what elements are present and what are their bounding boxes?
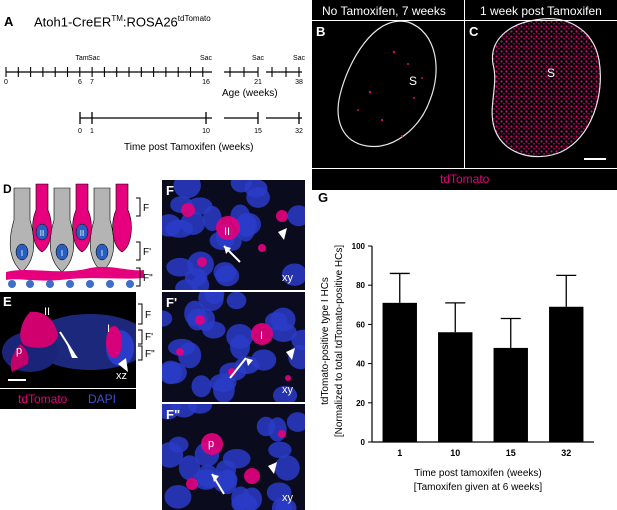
g-ytick-label: 20 [356,399,365,408]
e-legend-dapi: DAPI [88,392,117,406]
post-tick-1: 1 [90,128,94,135]
panel-b-title: No Tamoxifen, 7 weeks [322,4,446,18]
d-cell-i-3: I [101,249,103,258]
f1-cell-label: II [224,226,231,238]
panel-b-image [312,0,464,168]
genotype-base: Atoh1-CreER [34,14,112,30]
sac-label-1: Sac [88,55,101,62]
scale-bar-c [584,158,606,160]
g-xlabel-2: [Tamoxifen given at 6 weeks] [414,482,543,493]
e-legend-tdtomato: tdTomato [18,392,68,406]
genotype-label: Atoh1-CreERTM:ROSA26tdTomato [34,14,211,29]
age-ticks [5,67,300,77]
g-bar [493,347,528,442]
genotype-mid: :ROSA26 [122,14,178,30]
age-tick-16: 16 [202,79,210,86]
f3-plane-label: xy [282,492,293,504]
post-tick-32: 32 [295,128,303,135]
d-cell-i-2: I [61,249,63,258]
g-category-label: 32 [561,448,571,458]
genotype-sup-tm: TM [111,14,123,23]
g-ytick-label: 80 [356,281,365,290]
panel-a-label: A [4,14,14,29]
d-level-f1: F' [143,247,151,258]
utricle-outline-c [491,18,601,158]
g-ytick-label: 100 [352,242,366,251]
post-axis-label: Time post Tamoxifen (weeks) [124,142,254,153]
f2-plane-label: xy [282,384,293,396]
panel-g-label: G [318,190,329,205]
panel-b-label: B [316,24,326,39]
panel-b-striola-label: S [409,74,418,88]
panel-e-image [0,292,136,388]
f2-cell-label: I [260,330,264,342]
e-level-f1: F' [145,332,153,343]
d-cell-ii-1: II [40,229,44,238]
e-xz-label: xz [116,370,127,382]
age-tick-0: 0 [4,79,8,86]
e-level-f2: F" [145,349,155,360]
d-cell-i-1: I [21,249,23,258]
post-tick-0: 0 [78,128,82,135]
bc-legend-tdtomato: tdTomato [440,172,490,186]
panel-f3-image [162,404,305,510]
panel-f3-label: F" [166,407,181,422]
panel-e-label: E [3,294,12,309]
age-tick-21: 21 [254,79,262,86]
panel-d-schematic: I I I II II D [0,180,158,290]
panel-c-image [465,0,617,168]
g-bar [438,332,473,442]
e-i-label: I [107,323,111,335]
g-category-label: 15 [506,448,516,458]
sac-label-2: Sac [200,55,213,62]
g-ytick-label: 40 [356,360,365,369]
panel-f1-image [162,180,305,290]
panel-f2-image [162,292,305,402]
age-tick-7: 7 [90,79,94,86]
post-tick-10: 10 [202,128,210,135]
bc-title-divider [312,20,617,21]
g-bar [549,306,584,442]
g-ytick-label: 60 [356,320,365,329]
utricle-outline-b [337,20,437,148]
tam-label: Tam [75,55,88,62]
sac-label-4: Sac [293,55,306,62]
e-legend-strip [0,389,136,409]
panel-f1-label: F [166,183,174,198]
panel-d-label: D [3,182,12,196]
e-ii-label: II [44,306,51,318]
timeline-diagram: Tam Sac Sac Sac Sac 0 6 7 16 21 38 Age (… [4,55,306,153]
post-tick-15: 15 [254,128,262,135]
post-timeline [79,112,302,124]
g-ylabel: tdTomato-positive type I HCs [320,277,331,405]
g-xlabel: Time post tamoxifen (weeks) [414,468,541,479]
bc-legend-strip [312,169,617,190]
d-cell-ii-2: II [80,229,84,238]
f1-plane-label: xy [282,272,293,284]
f3-cell-label: p [208,438,215,450]
g-bar [382,302,417,442]
sac-label-3: Sac [252,55,265,62]
panel-c-striola-label: S [547,66,556,80]
age-tick-6: 6 [78,79,82,86]
panel-e-levels: F F' F" [138,303,155,361]
bc-divider [464,0,465,168]
g-category-label: 10 [450,448,460,458]
genotype-sup-tdtomato: tdTomato [177,14,211,23]
g-ytick-label: 0 [361,438,366,447]
panel-f2-label: F' [166,295,178,310]
g-ylabel-2: [Normalized to total tdTomato-positive H… [334,245,345,438]
panel-c-title: 1 week post Tamoxifen [480,4,602,18]
d-level-f: F [143,203,149,214]
e-level-f: F [145,310,151,321]
e-p-label: p [16,345,23,357]
panel-d-levels: F F' F" [136,197,153,287]
panel-g-chart: tdTomato-positive type I HCs [Normalized… [320,242,594,493]
age-axis-label: Age (weeks) [222,88,278,99]
panel-c-label: C [469,24,479,39]
g-category-label: 1 [397,448,402,458]
d-level-f2: F" [143,273,153,284]
age-tick-38: 38 [295,79,303,86]
